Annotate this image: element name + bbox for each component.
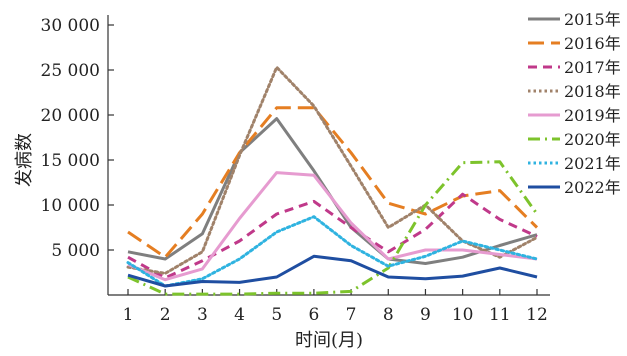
series-line-2017年	[127, 192, 538, 280]
x-tick-label: 10	[452, 305, 474, 325]
legend-label: 2019年	[564, 106, 621, 125]
series-line-2016年	[127, 106, 539, 259]
x-tick-label: 6	[308, 305, 319, 325]
x-axis-ticks: 1 2 3 4 5 6 7 8 9 10 11 12	[123, 289, 548, 325]
x-tick-label: 4	[234, 305, 245, 325]
legend-label: 2018年	[564, 82, 621, 101]
legend-label: 2022年	[564, 178, 621, 197]
x-tick-label: 2	[160, 305, 171, 325]
x-tick-label: 3	[197, 305, 208, 325]
series-line-2022年	[127, 254, 538, 288]
series-line-2021年	[126, 215, 539, 288]
x-tick-label: 12	[526, 305, 548, 325]
y-axis-ticks: 5 000 10 000 15 000 20 000 25 000 30 000	[41, 16, 114, 261]
legend-label: 2020年	[564, 130, 621, 149]
y-tick-label: 15 000	[41, 151, 100, 171]
legend-label: 2015年	[564, 10, 621, 29]
y-tick-label: 5 000	[51, 241, 100, 261]
legend-label: 2016年	[564, 34, 621, 53]
x-tick-label: 11	[489, 305, 511, 325]
legend-label: 2017年	[564, 58, 621, 77]
legend: 2015年 2016年 2017年 2018年 2019年 2020年 2021年 2022年	[528, 10, 621, 197]
series-line-2015年	[127, 117, 538, 265]
x-tick-label: 8	[383, 305, 394, 325]
y-tick-label: 30 000	[41, 16, 100, 36]
x-axis-title: 时间(月)	[295, 330, 363, 351]
x-tick-label: 5	[271, 305, 282, 325]
series-lines	[126, 65, 539, 296]
x-tick-label: 9	[420, 305, 431, 325]
series-line-2019年	[127, 171, 538, 282]
x-tick-label: 1	[123, 305, 134, 325]
y-tick-label: 25 000	[41, 61, 100, 81]
legend-label: 2021年	[564, 154, 621, 173]
y-tick-label: 10 000	[41, 196, 100, 216]
y-tick-label: 20 000	[41, 106, 100, 126]
x-tick-label: 7	[346, 305, 357, 325]
y-axis-title: 发病数	[14, 133, 35, 187]
